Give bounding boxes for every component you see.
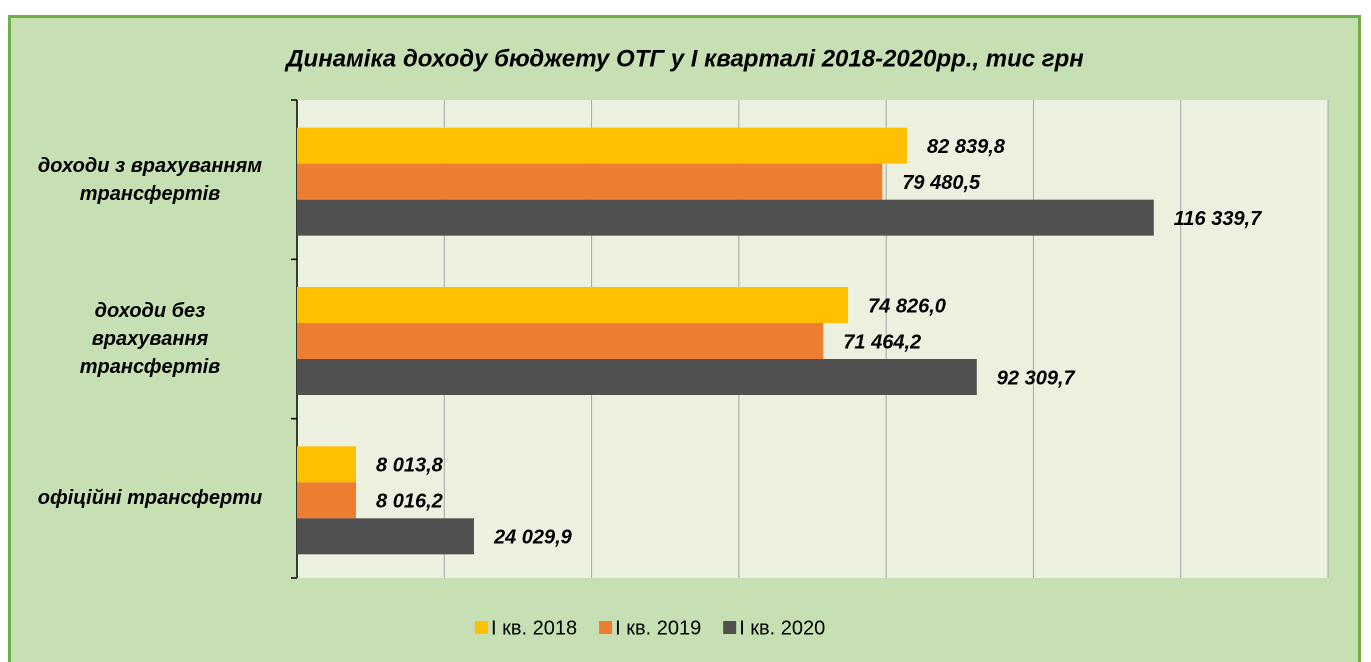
bar <box>297 163 883 200</box>
bar <box>297 446 357 483</box>
value-label: 82 839,8 <box>927 136 1006 158</box>
value-label: 8 016,2 <box>376 491 443 513</box>
y-tick-label: доходи без врахування трансфертів <box>79 300 221 378</box>
value-label: 24 029,9 <box>493 527 573 549</box>
bar <box>297 359 977 395</box>
bar <box>297 127 908 164</box>
bar <box>297 199 1154 236</box>
legend-label: І кв. 2018 <box>491 617 577 639</box>
bar <box>297 287 849 323</box>
value-label: 74 826,0 <box>868 295 946 317</box>
legend-label: І кв. 2020 <box>739 617 825 639</box>
bar <box>297 482 357 519</box>
value-label: 92 309,7 <box>997 367 1076 389</box>
chart-title: Динаміка доходу бюджету ОТГ у І кварталі… <box>284 45 1084 72</box>
bar <box>297 323 824 359</box>
legend-swatch <box>599 621 613 634</box>
bar <box>297 518 474 555</box>
y-tick-label: офіційні трансферти <box>37 487 263 510</box>
value-label: 71 464,2 <box>843 331 921 353</box>
legend-swatch <box>475 621 488 634</box>
value-label: 8 013,8 <box>376 455 444 477</box>
legend-swatch <box>723 621 737 634</box>
y-tick-label: доходи з врахуванням трансфертів <box>37 154 263 205</box>
value-label: 79 480,5 <box>902 172 981 194</box>
legend-label: І кв. 2019 <box>615 617 701 639</box>
value-label: 116 339,7 <box>1174 208 1262 230</box>
